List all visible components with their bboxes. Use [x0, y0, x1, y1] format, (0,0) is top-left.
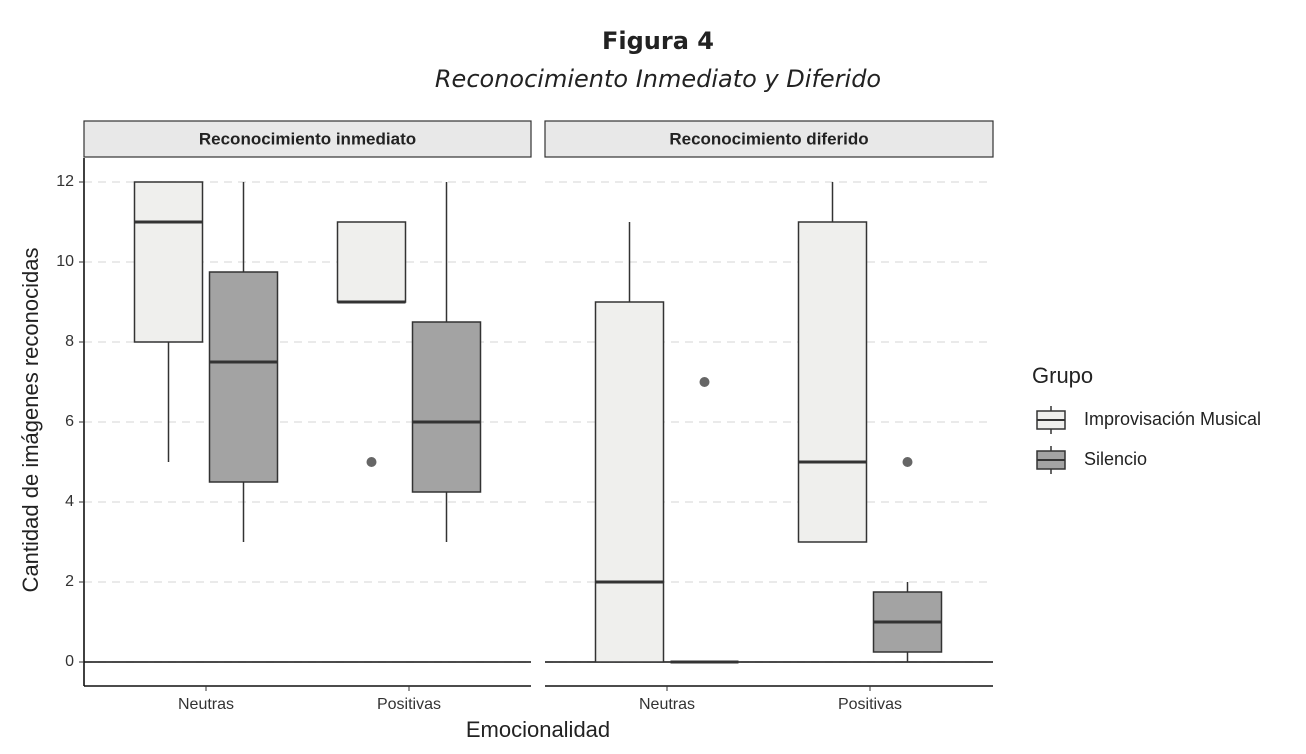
y-tick-label: 4: [65, 493, 74, 510]
box: [797, 221, 868, 543]
y-tick-label: 12: [56, 173, 74, 190]
box: [208, 271, 279, 483]
y-tick-label: 2: [65, 573, 74, 590]
facet-strip: [83, 120, 532, 158]
facet-title: Reconocimiento inmediato: [199, 129, 416, 148]
x-axis-label: Emocionalidad: [466, 717, 610, 742]
x-tick-label: Neutras: [639, 696, 695, 713]
y-tick-label: 10: [56, 253, 74, 270]
legend-label: Improvisación Musical: [1084, 409, 1261, 429]
x-tick-label: Neutras: [178, 696, 234, 713]
box: [133, 181, 204, 343]
outlier: [699, 377, 710, 387]
y-axis-label: Cantidad de imágenes reconocidas: [18, 248, 43, 593]
legend-title: Grupo: [1032, 363, 1093, 388]
chart-subtitle: Reconocimiento Inmediato y Diferido: [435, 65, 881, 93]
x-tick-label: Positivas: [377, 696, 441, 713]
y-tick-label: 0: [65, 653, 74, 670]
outlier: [366, 457, 377, 467]
chart-title: Figura 4: [602, 27, 714, 55]
facet-strip: [544, 120, 994, 158]
facet-title: Reconocimiento diferido: [669, 129, 868, 148]
y-tick-label: 8: [65, 333, 74, 350]
x-tick-label: Positivas: [838, 696, 902, 713]
legend-label: Silencio: [1084, 449, 1147, 469]
outlier: [902, 457, 913, 467]
box: [336, 221, 407, 303]
box: [411, 321, 482, 493]
y-tick-label: 6: [65, 413, 74, 430]
box: [594, 301, 665, 663]
